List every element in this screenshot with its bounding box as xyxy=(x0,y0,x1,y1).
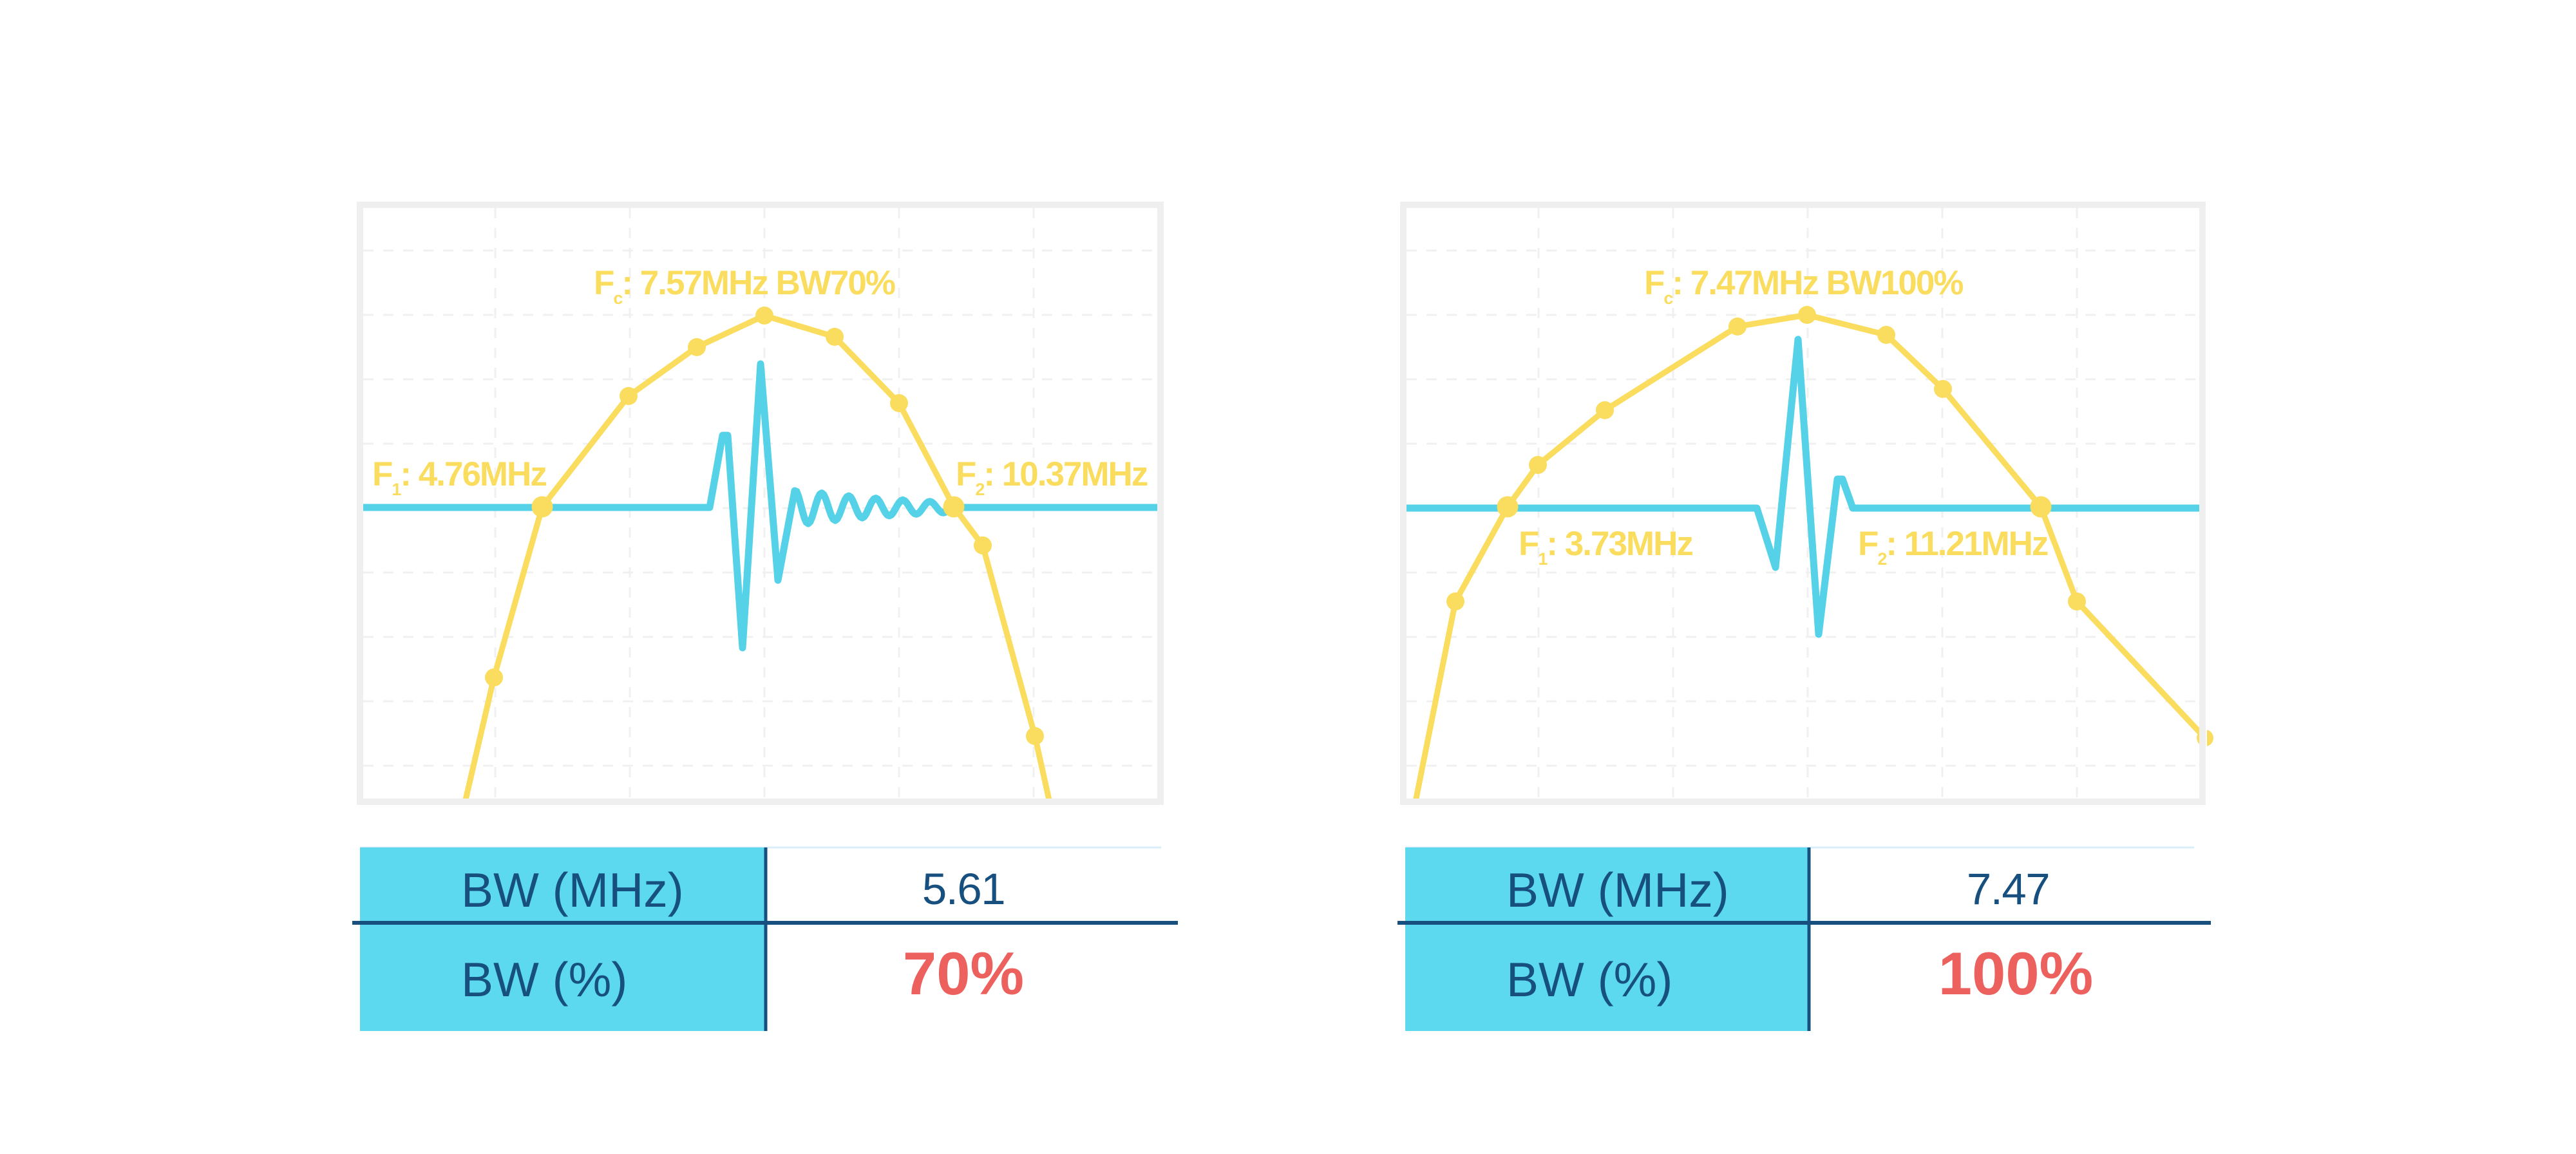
svg-text:BW (%): BW (%) xyxy=(461,952,627,1007)
svg-text:7.47: 7.47 xyxy=(1967,864,2049,914)
svg-text:BW (%): BW (%) xyxy=(1506,952,1672,1007)
svg-text:BW (MHz): BW (MHz) xyxy=(461,863,684,917)
svg-text:5.61: 5.61 xyxy=(922,864,1005,914)
svg-text:F2: 10.37MHz: F2: 10.37MHz xyxy=(956,455,1148,499)
svg-text:Fc: 7.57MHz BW70%: Fc: 7.57MHz BW70% xyxy=(594,264,895,308)
svg-text:F2: 11.21MHz: F2: 11.21MHz xyxy=(1858,525,2048,569)
svg-text:Fc: 7.47MHz BW100%: Fc: 7.47MHz BW100% xyxy=(1644,264,1963,308)
svg-text:100%: 100% xyxy=(1938,940,2093,1007)
svg-text:70%: 70% xyxy=(903,940,1024,1007)
svg-text:F1: 4.76MHz: F1: 4.76MHz xyxy=(372,455,546,499)
svg-text:F1: 3.73MHz: F1: 3.73MHz xyxy=(1519,525,1692,569)
svg-text:BW (MHz): BW (MHz) xyxy=(1506,863,1729,917)
